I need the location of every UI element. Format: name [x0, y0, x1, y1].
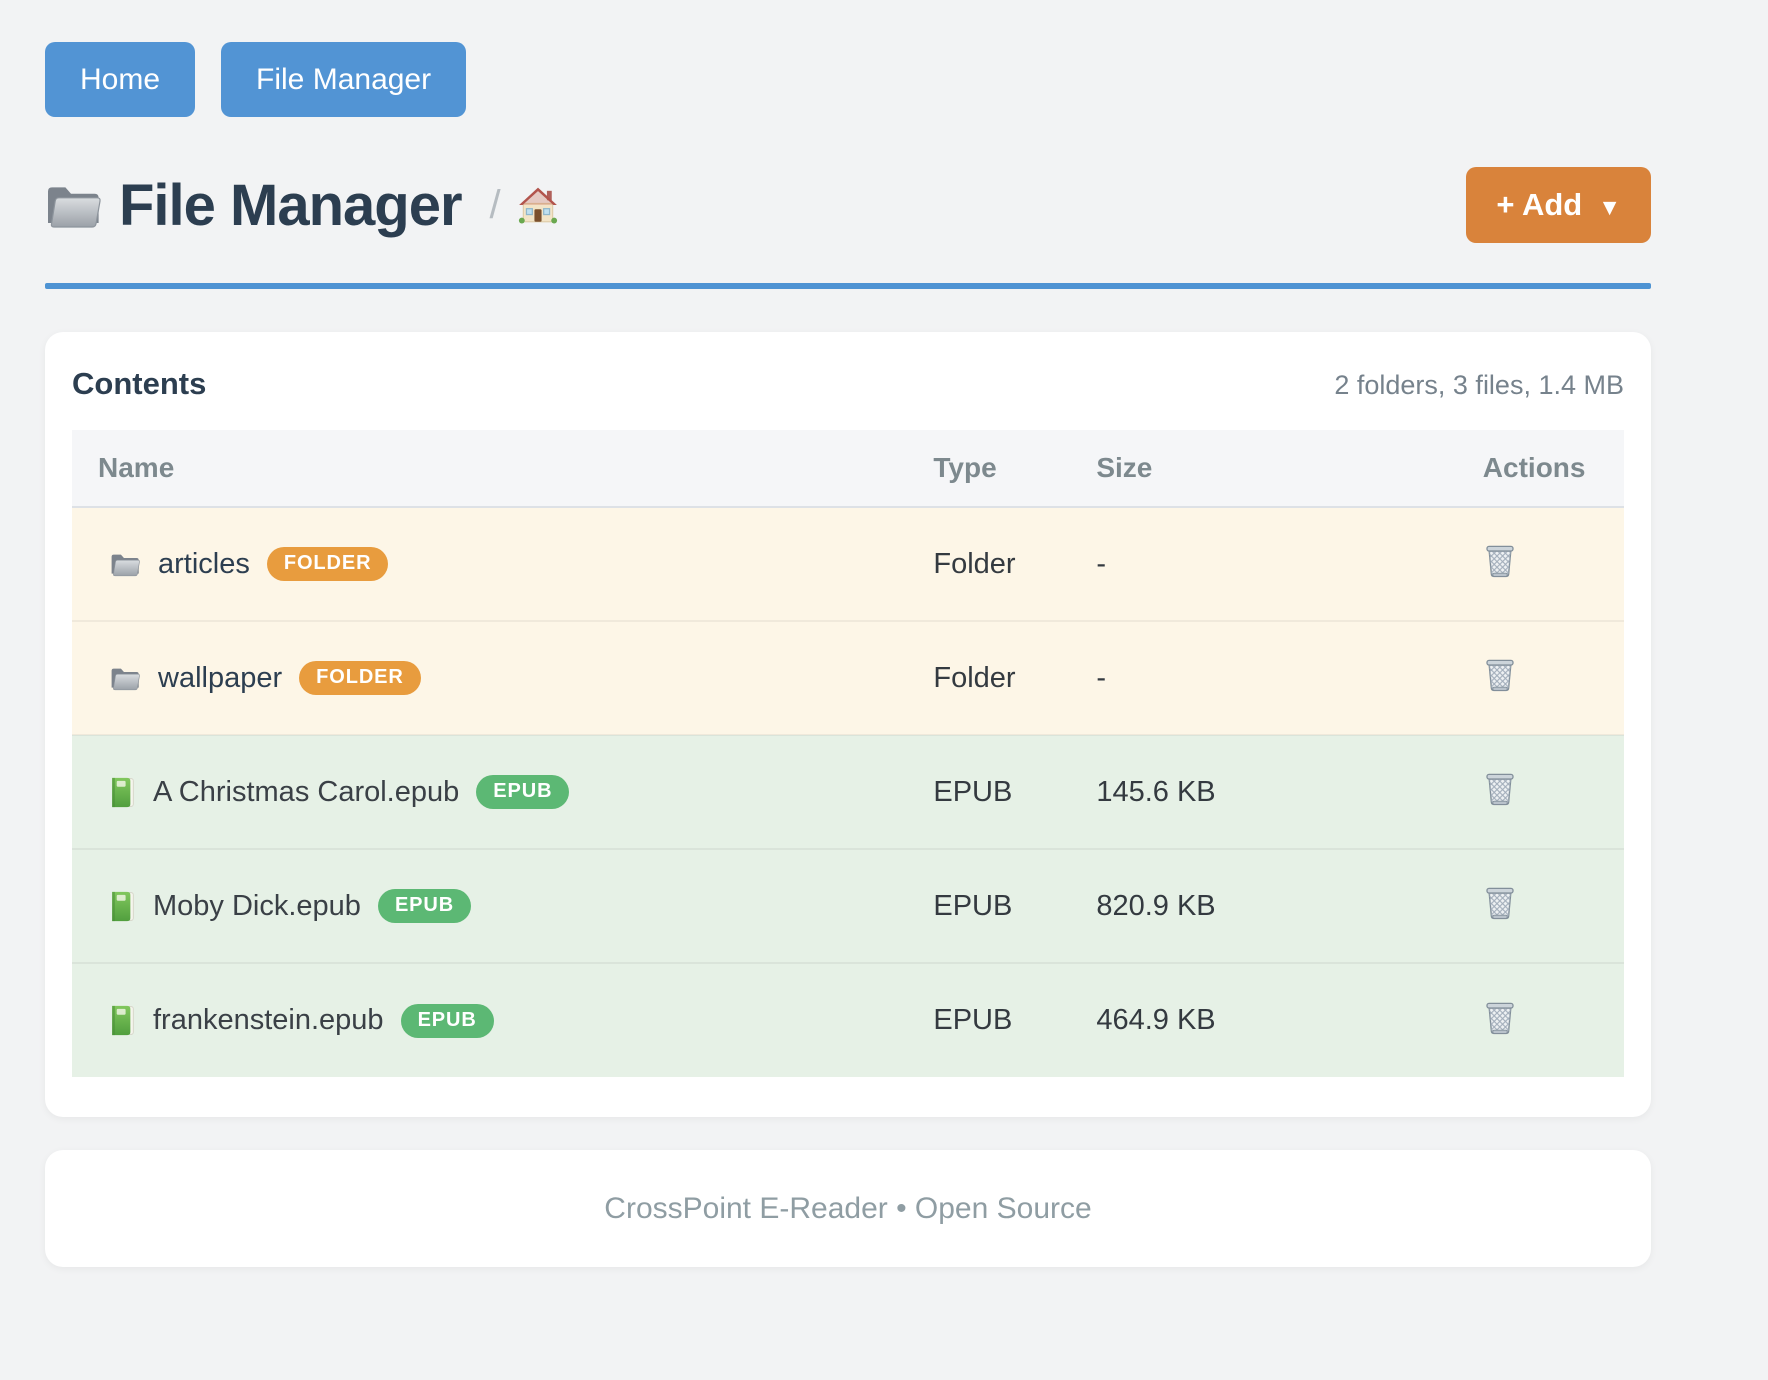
trash-icon	[1483, 770, 1517, 806]
size-cell: 464.9 KB	[1096, 962, 1469, 1077]
size-cell: 820.9 KB	[1096, 848, 1469, 963]
contents-title: Contents	[72, 366, 207, 401]
table-row[interactable]: Moby Dick.epub EPUB EPUB 820.9 KB	[72, 848, 1624, 963]
book-icon	[110, 1005, 135, 1036]
size-cell: 145.6 KB	[1096, 734, 1469, 849]
epub-badge: EPUB	[400, 1003, 494, 1038]
folder-badge: FOLDER	[299, 661, 421, 695]
type-cell: EPUB	[933, 848, 1097, 963]
page-header: File Manager / + Add ▼	[45, 167, 1651, 243]
header-divider	[45, 283, 1651, 289]
book-icon	[110, 891, 135, 922]
file-link[interactable]: frankenstein.epub	[153, 1004, 384, 1036]
column-header-name: Name	[72, 430, 934, 508]
size-cell: -	[1096, 547, 1106, 580]
type-cell: Folder	[933, 547, 1016, 580]
trash-icon	[1483, 542, 1517, 578]
nav-file-manager-button[interactable]: File Manager	[221, 42, 467, 117]
add-button-label: + Add	[1496, 187, 1583, 222]
type-cell: EPUB	[933, 734, 1097, 849]
footer: CrossPoint E-Reader • Open Source	[45, 1150, 1651, 1267]
column-header-actions: Actions	[1468, 430, 1624, 508]
table-row[interactable]: articles FOLDER Folder -	[72, 507, 1624, 621]
table-row[interactable]: A Christmas Carol.epub EPUB EPUB 145.6 K…	[72, 734, 1624, 849]
add-button[interactable]: + Add ▼	[1466, 167, 1651, 243]
top-nav: Home File Manager	[45, 42, 1651, 117]
delete-button[interactable]	[1483, 542, 1517, 578]
nav-home-button[interactable]: Home	[45, 42, 196, 117]
epub-badge: EPUB	[377, 889, 472, 923]
delete-button[interactable]	[1483, 770, 1517, 806]
trash-icon	[1483, 884, 1517, 920]
type-cell: EPUB	[933, 962, 1097, 1077]
column-header-type: Type	[933, 430, 1097, 508]
page: Home File Manager File Manager / + Add ▼…	[45, 0, 1651, 1267]
size-cell: -	[1096, 620, 1469, 735]
contents-card: Contents 2 folders, 3 files, 1.4 MB Name…	[45, 332, 1651, 1117]
caret-down-icon: ▼	[1598, 193, 1621, 220]
file-table: Name Type Size Actions articles FOLDER	[72, 430, 1624, 1077]
epub-badge: EPUB	[476, 775, 570, 809]
home-icon[interactable]	[517, 186, 559, 224]
folder-badge: FOLDER	[266, 547, 389, 581]
folder-link[interactable]: wallpaper	[158, 661, 283, 694]
delete-button[interactable]	[1483, 999, 1517, 1035]
folder-link[interactable]: articles	[158, 547, 250, 580]
folder-icon	[110, 551, 140, 577]
footer-text: CrossPoint E-Reader • Open Source	[604, 1191, 1092, 1225]
folder-icon	[45, 181, 101, 229]
file-link[interactable]: Moby Dick.epub	[153, 889, 361, 922]
contents-summary: 2 folders, 3 files, 1.4 MB	[1334, 370, 1624, 400]
book-icon	[110, 777, 135, 808]
folder-icon	[110, 665, 140, 691]
table-header-row: Name Type Size Actions	[72, 430, 1624, 508]
trash-icon	[1483, 999, 1517, 1035]
table-row[interactable]: wallpaper FOLDER Folder -	[72, 620, 1624, 735]
delete-button[interactable]	[1483, 656, 1517, 692]
delete-button[interactable]	[1483, 884, 1517, 920]
file-link[interactable]: A Christmas Carol.epub	[153, 775, 460, 808]
table-row[interactable]: frankenstein.epub EPUB EPUB 464.9 KB	[72, 962, 1624, 1077]
column-header-size: Size	[1096, 430, 1469, 508]
trash-icon	[1483, 656, 1517, 692]
page-title: File Manager	[119, 172, 463, 238]
breadcrumb-separator: /	[489, 182, 501, 227]
type-cell: Folder	[933, 620, 1097, 735]
